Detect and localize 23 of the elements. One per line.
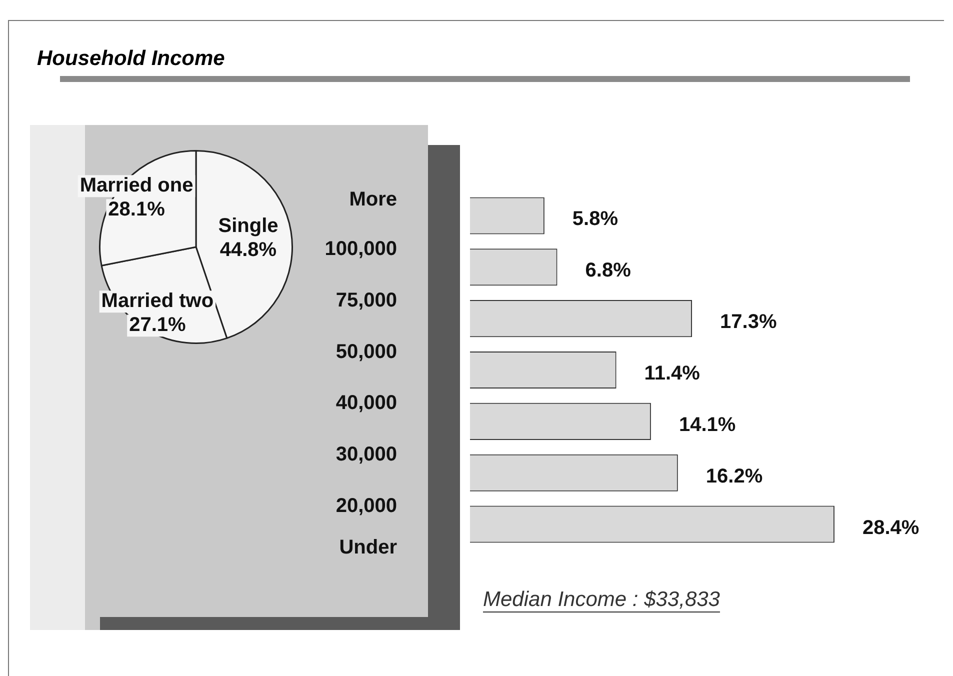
data-label: 44.8% (220, 238, 277, 261)
data-label: 17.3% (720, 311, 777, 334)
data-label: 28.1% (108, 198, 166, 221)
text: 75,000 (336, 289, 397, 312)
text: 100,000 (324, 238, 397, 260)
text: More (349, 188, 397, 211)
text: Under (339, 536, 398, 559)
data-label: 27.1% (129, 314, 186, 336)
text: 50,000 (336, 340, 397, 363)
slice-label: Married one (80, 174, 194, 197)
slice-label: Single (218, 214, 278, 237)
data-label: 16.2% (706, 465, 763, 488)
text: 30,000 (336, 444, 397, 466)
slice-label: Married two (101, 290, 214, 312)
data-label: 14.1% (678, 414, 736, 436)
data-label: 5.8% (572, 208, 618, 230)
text: 40,000 (336, 392, 397, 414)
chart-title: Household Income (37, 47, 225, 71)
text: Median Income : $33,833 (483, 588, 720, 611)
data-label: 6.8% (585, 260, 632, 282)
text: 20,000 (336, 495, 397, 518)
data-label: 28.4% (862, 516, 920, 539)
data-label: 11.4% (644, 362, 700, 385)
